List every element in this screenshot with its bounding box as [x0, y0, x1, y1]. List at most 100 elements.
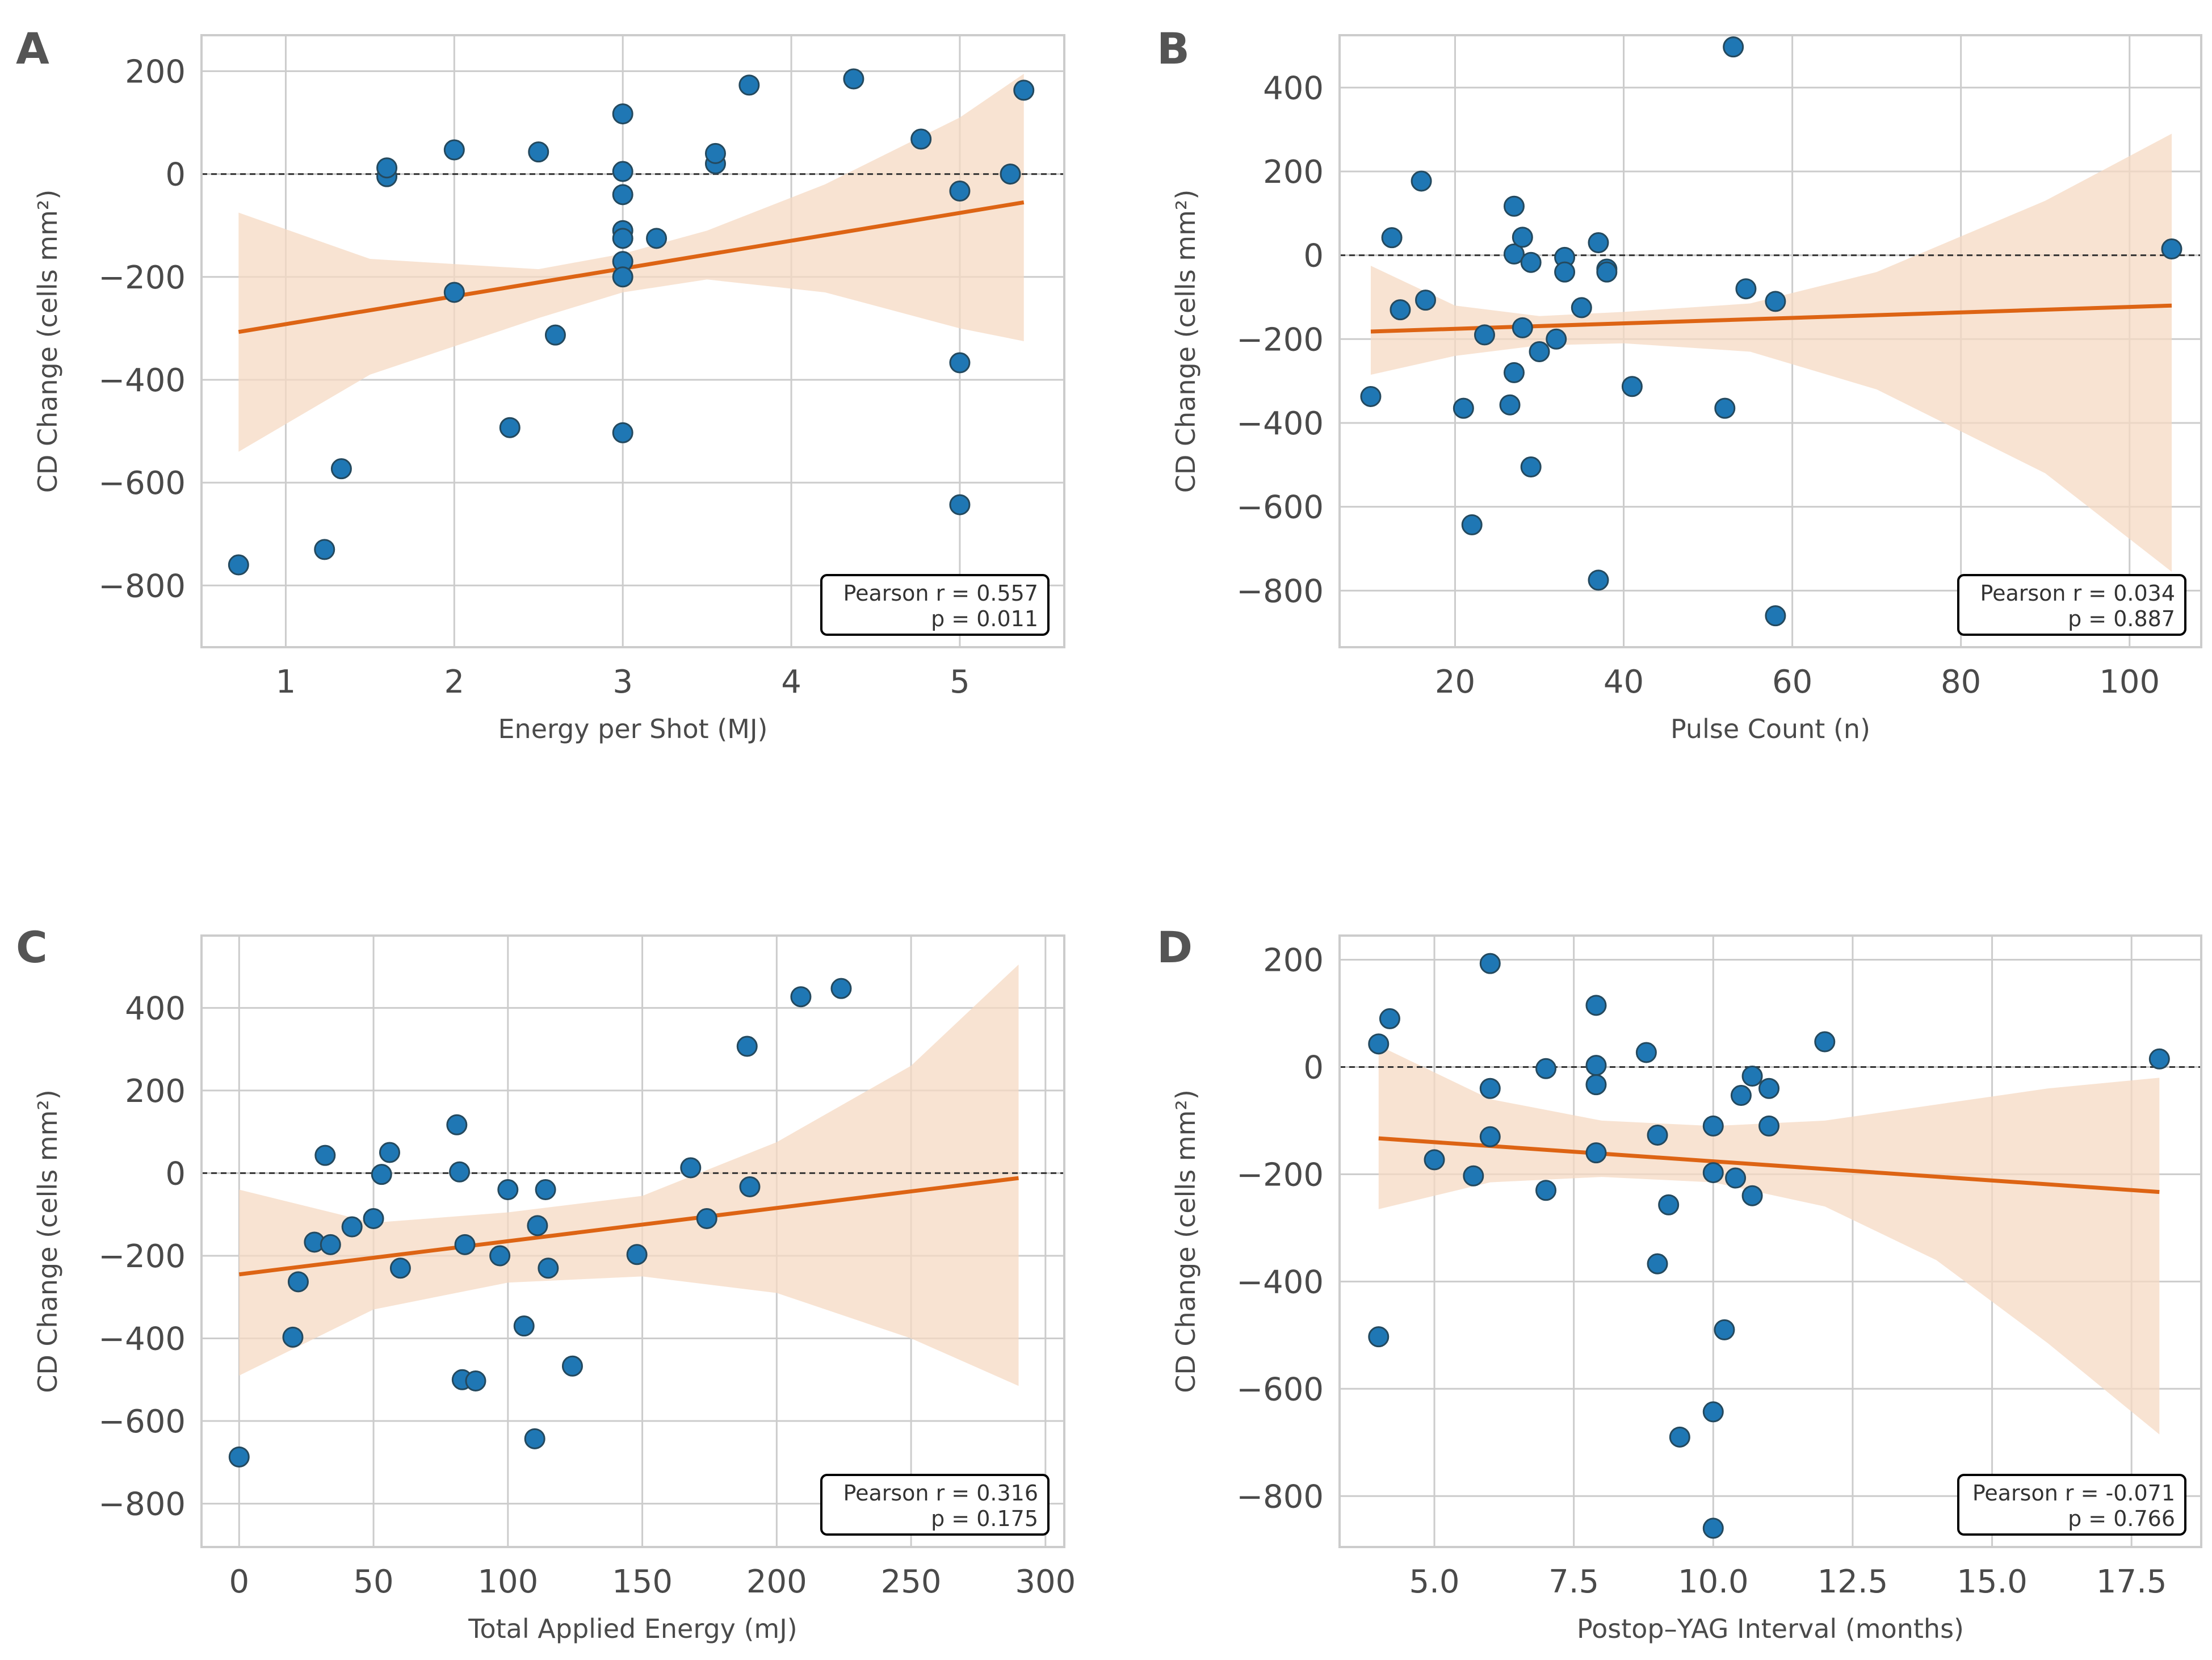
- data-point: [704, 142, 726, 164]
- data-point: [489, 1245, 511, 1267]
- data-point: [1765, 291, 1786, 312]
- data-point: [282, 1326, 304, 1348]
- data-point: [696, 1208, 717, 1229]
- data-point: [1520, 456, 1542, 478]
- data-point: [1411, 170, 1432, 192]
- data-point: [561, 1355, 583, 1377]
- x-tick-label: 100: [477, 1563, 538, 1600]
- data-point: [1814, 1031, 1836, 1053]
- x-tick-label: 60: [1772, 664, 1812, 701]
- y-tick-label: 200: [125, 53, 186, 90]
- x-tick-label: 5.0: [1409, 1563, 1459, 1600]
- data-point: [287, 1271, 309, 1293]
- axes-frame: [1338, 934, 2202, 1548]
- data-point: [1730, 1085, 1752, 1106]
- y-tick-label: 200: [1263, 154, 1324, 191]
- data-point: [830, 978, 852, 999]
- data-point: [736, 1036, 758, 1057]
- data-point: [443, 282, 465, 303]
- regression-line: [1370, 303, 2172, 334]
- y-tick-label: −400: [1236, 1264, 1324, 1301]
- data-point: [1499, 394, 1521, 416]
- stats-box: [1957, 1474, 2186, 1536]
- y-tick-label: −200: [1236, 321, 1324, 358]
- x-tick-label: 1: [276, 664, 296, 701]
- panel-label-d: D: [1157, 922, 1193, 972]
- data-point: [1702, 1401, 1724, 1423]
- data-point: [1588, 569, 1609, 591]
- x-tick-label: 80: [1941, 664, 1981, 701]
- stats-box: [1957, 574, 2186, 636]
- data-point: [544, 324, 566, 346]
- x-tick-label: 17.5: [2096, 1563, 2167, 1600]
- y-tick-label: −600: [98, 1403, 186, 1440]
- data-point: [949, 494, 971, 515]
- x-axis-label: Pulse Count (n): [1670, 714, 1870, 744]
- data-point: [1503, 243, 1525, 265]
- data-point: [1621, 376, 1643, 397]
- data-point: [513, 1315, 535, 1337]
- data-point: [1503, 195, 1525, 217]
- stats-box: [820, 1474, 1050, 1536]
- data-point: [376, 157, 398, 179]
- data-point: [843, 68, 864, 90]
- data-point: [1479, 1126, 1501, 1147]
- data-point: [528, 141, 549, 163]
- x-axis-label: Postop–YAG Interval (months): [1577, 1613, 1964, 1644]
- x-tick-label: 5: [950, 664, 970, 701]
- x-tick-label: 7.5: [1548, 1563, 1599, 1600]
- y-tick-label: −400: [98, 362, 186, 399]
- data-point: [449, 1161, 471, 1183]
- data-point: [612, 228, 633, 249]
- x-axis-label: Total Applied Energy (mJ): [468, 1613, 798, 1644]
- y-axis-label: CD Change (cells mm²): [32, 190, 63, 493]
- data-point: [790, 986, 812, 1008]
- x-tick-label: 15.0: [1957, 1563, 2028, 1600]
- panel-a: A 1 2 3 4 5 −800 −600 −400 −200 0 200 Energy per Sh…: [16, 23, 1065, 744]
- data-point: [1013, 79, 1035, 101]
- data-point: [228, 1446, 250, 1468]
- y-tick-label: −800: [98, 1486, 186, 1523]
- data-point: [389, 1257, 411, 1279]
- plot-area: 0 50 100 150 200 250 300 −800 −600 −400 −200 0 200 40…: [32, 934, 1076, 1644]
- data-point: [379, 1142, 400, 1163]
- panel-d: D 5.0 7.5 10.0 12.5 15.0 17.5 −800 −600 −400 −200…: [1157, 922, 2202, 1644]
- data-point: [1735, 278, 1757, 300]
- data-point: [1390, 299, 1411, 321]
- data-point: [1765, 605, 1786, 627]
- data-point: [1585, 1055, 1607, 1076]
- data-point: [1368, 1033, 1390, 1055]
- data-point: [1585, 995, 1607, 1016]
- data-point: [1512, 317, 1533, 338]
- x-tick-label: 300: [1015, 1563, 1076, 1600]
- data-point: [1546, 328, 1567, 350]
- data-point: [330, 458, 352, 480]
- data-point: [1702, 1115, 1724, 1137]
- data-point: [612, 422, 633, 443]
- data-point: [465, 1370, 486, 1391]
- y-axis-label: CD Change (cells mm²): [32, 1089, 63, 1393]
- pearson-r-text: Pearson r = 0.557: [843, 581, 1038, 606]
- data-point: [1647, 1253, 1668, 1275]
- data-point: [1702, 1162, 1724, 1184]
- data-point: [1635, 1042, 1657, 1063]
- data-point: [320, 1234, 341, 1255]
- data-point: [626, 1244, 648, 1265]
- y-tick-label: 200: [125, 1073, 186, 1110]
- data-point: [1503, 362, 1525, 383]
- y-tick-label: −200: [98, 259, 186, 296]
- data-point: [341, 1216, 363, 1238]
- x-tick-label: 150: [612, 1563, 673, 1600]
- data-point: [499, 417, 521, 438]
- y-tick-label: 0: [165, 1155, 186, 1192]
- data-point: [1714, 1319, 1735, 1340]
- axes-frame: [1338, 34, 2202, 648]
- data-point: [1479, 1078, 1501, 1099]
- x-tick-label: 40: [1604, 664, 1644, 701]
- x-tick-label: 250: [881, 1563, 942, 1600]
- data-point: [1453, 397, 1474, 419]
- data-point: [1520, 251, 1542, 273]
- panel-label-c: C: [16, 922, 48, 972]
- data-point: [738, 74, 760, 96]
- data-point: [524, 1428, 545, 1449]
